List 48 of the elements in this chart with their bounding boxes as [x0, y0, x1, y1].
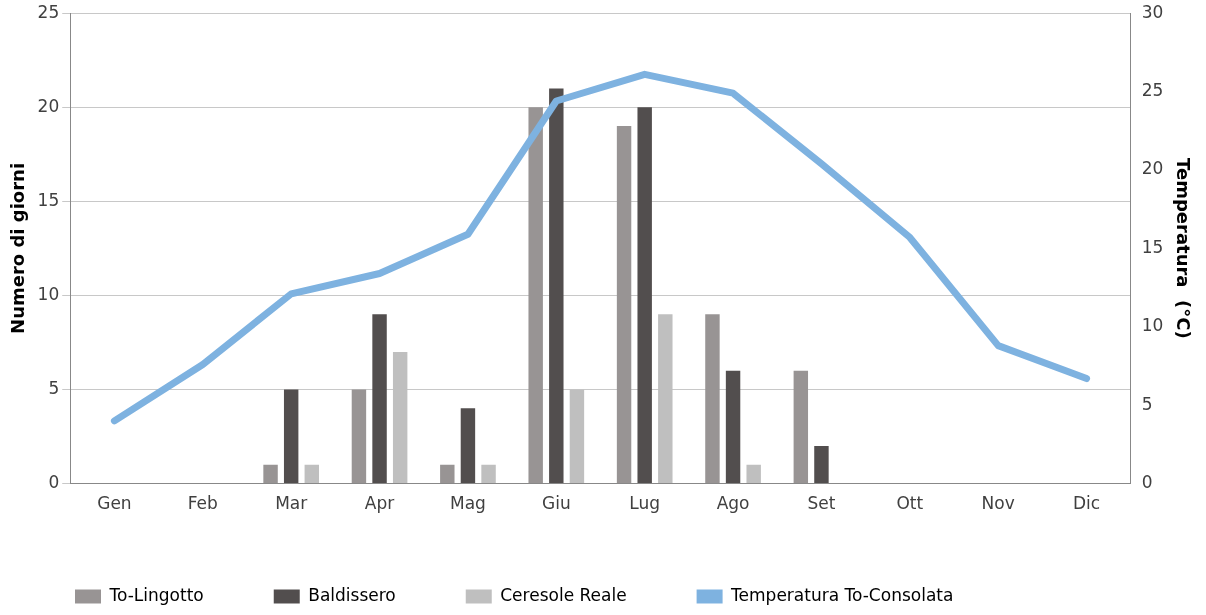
legend-label: To-Lingotto — [108, 584, 204, 605]
bar — [725, 370, 741, 484]
legend-label: Temperatura To-Consolata — [730, 584, 954, 605]
y2-tick-label: 20 — [1141, 158, 1164, 179]
y-axis-title: Numero di giorni — [7, 162, 29, 334]
x-tick-label: Mag — [449, 493, 486, 514]
bar — [372, 314, 387, 484]
x-tick-label: Set — [807, 493, 836, 514]
x-tick-label: Mar — [275, 493, 308, 514]
x-tick-label: Lug — [629, 493, 661, 514]
x-tick-label: Nov — [981, 493, 1015, 514]
bar — [528, 107, 543, 484]
y2-tick-label: 5 — [1141, 393, 1153, 414]
bar — [746, 464, 761, 484]
x-tick-label: Giu — [541, 493, 571, 514]
bar — [814, 445, 829, 484]
x-tick-label: Gen — [97, 493, 132, 514]
y-tick-label: 25 — [37, 1, 60, 22]
y2-tick-label: 15 — [1141, 236, 1164, 257]
y2-tick-label: 0 — [1141, 472, 1153, 493]
x-tick-label: Ott — [896, 493, 924, 514]
y2-tick-label: 25 — [1141, 80, 1164, 101]
y2-tick-label: 30 — [1141, 1, 1164, 22]
bar — [460, 408, 476, 484]
x-tick-label: Ago — [716, 493, 750, 514]
bar — [440, 464, 455, 484]
bar — [616, 126, 632, 484]
bar — [304, 464, 320, 484]
y-tick-label: 20 — [37, 95, 60, 116]
x-tick-label: Apr — [364, 493, 395, 514]
bar — [705, 314, 720, 484]
bar — [793, 370, 809, 484]
y2-axis-title: Temperatura (°C) — [1172, 158, 1194, 339]
bar — [637, 107, 652, 484]
bar — [549, 88, 564, 484]
y-tick-label: 5 — [48, 377, 60, 398]
y-tick-label: 15 — [37, 189, 60, 210]
legend-label: Ceresole Reale — [500, 584, 627, 605]
bar — [351, 389, 367, 484]
bar — [481, 464, 496, 484]
bar — [263, 464, 278, 484]
bar — [283, 389, 299, 484]
y-tick-label: 0 — [48, 472, 60, 493]
x-tick-label: Dic — [1072, 493, 1101, 514]
legend-label: Baldissero — [308, 584, 396, 605]
y-tick-label: 10 — [37, 283, 60, 304]
y2-tick-label: 10 — [1141, 315, 1164, 336]
x-tick-label: Feb — [187, 493, 218, 514]
